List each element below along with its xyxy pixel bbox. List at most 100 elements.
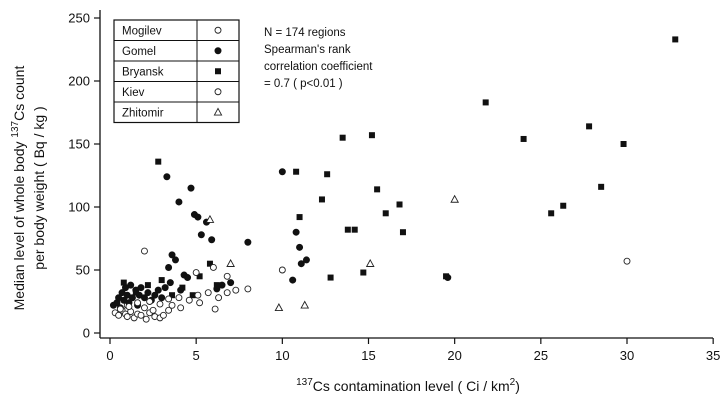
- data-point: [223, 289, 231, 297]
- data-point: [292, 228, 300, 236]
- legend-label-mogilev: Mogilev: [122, 26, 162, 38]
- data-point: [232, 286, 240, 294]
- data-point: [116, 305, 124, 313]
- data-point: [192, 269, 200, 276]
- data-point: [141, 304, 148, 312]
- y-axis-label-line2: per body weight ( Bq / kg ): [31, 106, 47, 269]
- legend-marker-gomel: [214, 47, 222, 55]
- data-point: [156, 300, 164, 308]
- data-point: [177, 304, 185, 312]
- data-point: [360, 269, 367, 276]
- data-point: [194, 291, 202, 299]
- data-point: [120, 279, 127, 286]
- data-point: [211, 305, 219, 313]
- x-axis-label-end: ): [515, 378, 520, 394]
- data-point: [623, 257, 631, 265]
- data-point: [215, 294, 223, 302]
- data-point: [175, 198, 183, 206]
- data-point: [351, 226, 358, 233]
- data-point: [399, 229, 406, 236]
- legend-marker-bryansk: [215, 68, 221, 75]
- data-point: [244, 238, 252, 246]
- data-point: [586, 123, 593, 130]
- data-point: [396, 201, 403, 208]
- y-axis-label-line1-pre: Median level of whole body: [11, 138, 27, 311]
- x-tick-label: 20: [447, 348, 461, 363]
- data-point: [123, 313, 131, 321]
- data-point: [127, 281, 135, 289]
- annotation-line: N = 174 regions: [264, 27, 346, 39]
- data-point: [382, 210, 389, 217]
- data-point: [187, 184, 195, 192]
- data-point: [278, 266, 286, 274]
- y-tick-label: 200: [68, 74, 90, 89]
- data-point: [165, 263, 173, 271]
- legend-marker-mogilev: [214, 26, 222, 34]
- x-axis-label: 137Cs contamination level ( Ci / km2): [296, 377, 520, 394]
- y-axis-label-line1-sup: 137: [10, 120, 21, 137]
- legend-marker-kiev: [214, 88, 222, 96]
- series-bryansk: [120, 36, 679, 299]
- data-point: [672, 36, 679, 43]
- data-point: [213, 282, 220, 289]
- x-tick-label: 25: [534, 348, 548, 363]
- data-point: [175, 294, 183, 302]
- data-point: [161, 284, 169, 292]
- data-point: [318, 196, 325, 203]
- data-point: [289, 276, 297, 284]
- data-point: [196, 273, 203, 280]
- legend-label-bryansk: Bryansk: [122, 67, 164, 79]
- data-point: [482, 99, 489, 106]
- data-point: [194, 213, 202, 221]
- x-axis-label-sup2: 2: [510, 377, 516, 388]
- x-tick-label: 5: [193, 348, 200, 363]
- data-point: [171, 256, 179, 264]
- legend-label-gomel: Gomel: [122, 46, 156, 58]
- x-tick-label: 15: [361, 348, 375, 363]
- x-tick-label: 35: [706, 348, 720, 363]
- data-point: [168, 301, 176, 309]
- y-tick-label: 150: [68, 137, 90, 152]
- data-point: [137, 284, 145, 292]
- x-axis-label-main: Cs contamination level ( Ci / km: [313, 378, 510, 394]
- data-point: [300, 300, 310, 309]
- data-point: [327, 274, 334, 281]
- data-point: [598, 183, 605, 190]
- data-point: [140, 294, 148, 302]
- data-point: [125, 303, 133, 310]
- data-point: [296, 243, 304, 251]
- series-zhitomir: [205, 194, 460, 312]
- annotation-line: correlation coefficient: [264, 61, 373, 73]
- data-point: [141, 247, 148, 255]
- x-axis-label-sup: 137: [296, 377, 313, 388]
- axes: [99, 10, 713, 339]
- series-mogilev: [111, 247, 219, 323]
- series-kiev: [116, 257, 631, 313]
- axis-ticks: 0 5 10 15 20 25 30 35 0 50 100 150 200 250: [68, 11, 720, 364]
- data-point: [165, 295, 173, 303]
- x-tick-label: 10: [275, 348, 289, 363]
- data-point: [339, 134, 346, 141]
- data-point: [159, 311, 167, 319]
- legend-label-zhitomir: Zhitomir: [122, 108, 164, 120]
- data-point: [620, 141, 627, 147]
- legend: Mogilev Gomel Bryansk Kiev Zhitomir: [113, 19, 240, 124]
- data-point: [168, 251, 176, 259]
- y-tick-label: 0: [83, 326, 90, 341]
- data-point: [185, 296, 193, 304]
- data-points: [109, 36, 679, 323]
- data-point: [443, 273, 450, 280]
- data-point: [204, 289, 212, 297]
- y-axis-label-group: Median level of whole body 137Cs count p…: [10, 66, 47, 311]
- data-point: [149, 306, 157, 314]
- data-point: [115, 311, 123, 319]
- data-point: [296, 214, 303, 221]
- data-point: [374, 186, 381, 193]
- data-point: [128, 294, 136, 302]
- y-tick-label: 50: [76, 263, 90, 278]
- data-point: [293, 168, 300, 175]
- data-point: [548, 210, 555, 217]
- data-point: [205, 214, 215, 223]
